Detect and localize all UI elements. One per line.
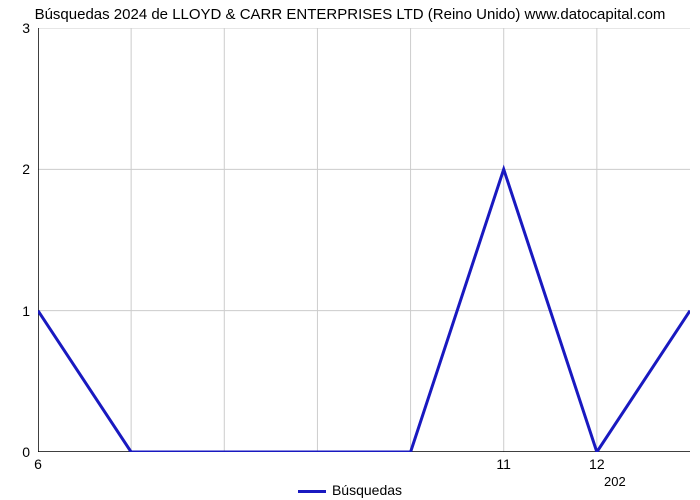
x-tick-label: 11 — [496, 456, 511, 472]
chart-area: 012361112202 — [38, 28, 690, 452]
legend: Búsquedas — [0, 482, 700, 498]
chart-title: Búsquedas 2024 de LLOYD & CARR ENTERPRIS… — [0, 0, 700, 23]
legend-label: Búsquedas — [332, 482, 402, 498]
line-chart-svg — [38, 28, 690, 452]
y-tick-label: 3 — [22, 20, 30, 36]
y-tick-label: 1 — [22, 303, 30, 319]
y-tick-label: 0 — [22, 444, 30, 460]
legend-swatch — [298, 490, 326, 493]
y-tick-label: 2 — [22, 161, 30, 177]
x-tick-label: 12 — [589, 456, 605, 472]
x-tick-label: 6 — [34, 456, 42, 472]
